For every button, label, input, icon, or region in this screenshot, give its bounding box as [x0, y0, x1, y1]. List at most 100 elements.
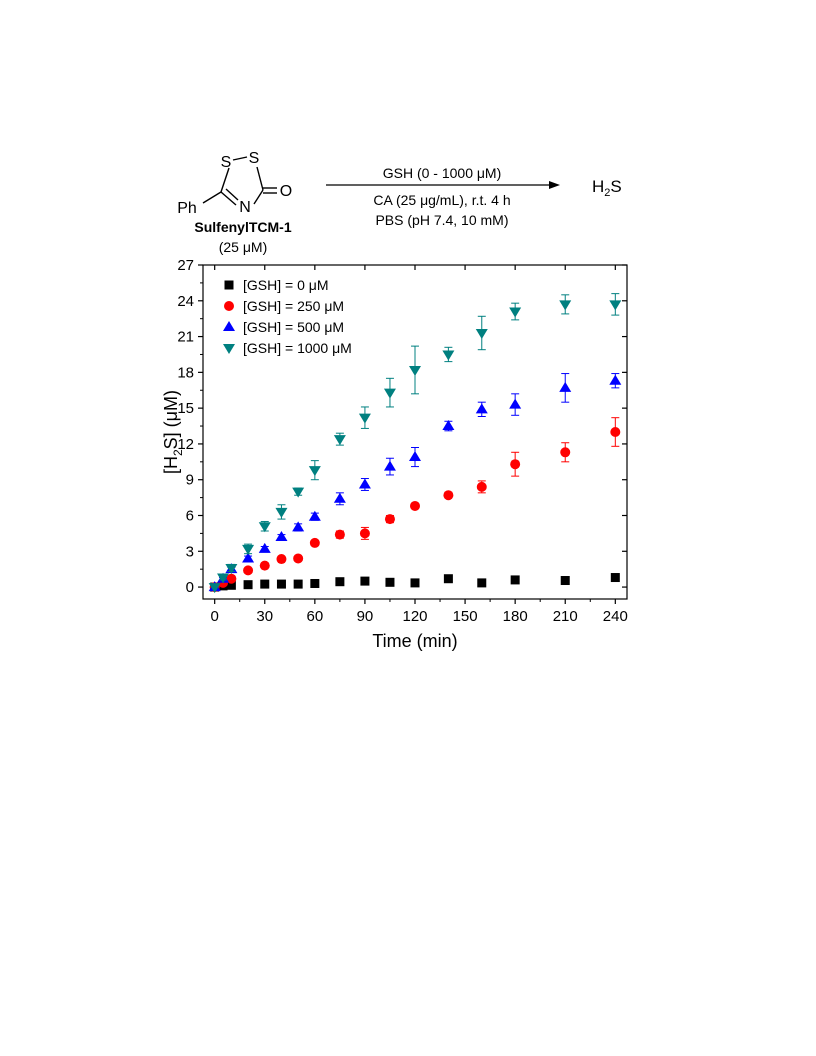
condition-reagent: GSH (0 - 1000 μM): [383, 165, 502, 181]
data-point: [360, 576, 370, 586]
series-layer: [208, 293, 622, 594]
y-tick-label: 24: [177, 293, 194, 310]
y-axis-ticks: 0 3 6 9 12 15 18 21 24 27: [177, 257, 627, 596]
data-point: [293, 579, 303, 589]
y-tick-label: 3: [186, 543, 194, 560]
y-tick-label: 9: [186, 472, 194, 489]
data-point: [510, 575, 520, 585]
legend-label: [GSH] = 250 μM: [243, 298, 344, 314]
data-point: [308, 466, 321, 477]
data-point: [275, 507, 288, 518]
data-point: [293, 553, 304, 564]
legend: [GSH] = 0 μM [GSH] = 250 μM [GSH] = 500 μM…: [223, 277, 352, 356]
data-point: [609, 300, 622, 311]
phenyl-label: Ph: [177, 200, 197, 217]
data-point: [243, 565, 254, 576]
data-point: [259, 560, 270, 571]
compound-concentration: (25 μM): [219, 239, 268, 255]
legend-marker: [223, 321, 235, 331]
condition-buffer: PBS (pH 7.4, 10 mM): [375, 212, 508, 228]
data-point: [310, 578, 320, 588]
legend-label: [GSH] = 500 μM: [243, 319, 344, 335]
x-tick-label: 30: [256, 608, 273, 625]
y-axis-title: [H2S] (μM): [161, 390, 185, 474]
product-label: H2S: [592, 177, 622, 199]
reaction-scheme: S S N O Ph SulfenylTCM-1 (25 μM) GSH (0 …: [177, 150, 622, 255]
bond-s1-c3: [220, 167, 230, 193]
data-point: [333, 492, 346, 503]
data-point: [292, 487, 305, 498]
data-point: [242, 552, 255, 563]
data-point: [383, 460, 396, 471]
y-tick-label: 0: [186, 579, 194, 596]
data-point: [226, 573, 237, 584]
y-tick-label: 6: [186, 508, 194, 525]
y-tick-label: 15: [177, 400, 194, 417]
data-point: [443, 490, 454, 501]
data-point: [333, 435, 346, 446]
atom-n: N: [239, 199, 251, 216]
data-point: [560, 447, 571, 458]
bond-c3-ph: [202, 191, 222, 204]
data-point: [442, 420, 455, 431]
x-tick-label: 60: [306, 608, 323, 625]
data-point: [243, 580, 253, 590]
data-point: [359, 528, 370, 539]
data-point: [610, 573, 620, 583]
x-tick-label: 180: [503, 608, 528, 625]
data-point: [384, 514, 395, 525]
data-point: [358, 478, 371, 489]
data-point: [309, 537, 320, 548]
reaction-arrowhead: [549, 181, 560, 189]
data-point: [226, 580, 236, 590]
data-point: [208, 583, 221, 594]
series-1: [209, 417, 621, 593]
data-point: [559, 300, 572, 311]
data-point: [409, 451, 421, 462]
data-point: [560, 576, 570, 586]
data-point: [260, 579, 270, 589]
series-0: [210, 573, 620, 592]
data-point: [442, 350, 455, 361]
data-point: [292, 521, 305, 532]
data-point: [509, 398, 522, 409]
data-point: [242, 544, 255, 555]
data-point: [610, 427, 621, 437]
legend-label: [GSH] = 0 μM: [243, 277, 328, 293]
x-tick-label: 120: [402, 608, 427, 625]
x-tick-label: 0: [211, 608, 219, 625]
data-point: [258, 542, 271, 553]
data-point: [443, 574, 453, 584]
atom-o: O: [280, 183, 292, 200]
data-point: [358, 413, 371, 424]
molecule-structure: [202, 156, 277, 206]
x-tick-label: 150: [453, 608, 478, 625]
data-point: [475, 403, 488, 414]
chart: 0 30 60 90 120 150 180 210 240 0369121518212427 …: [161, 257, 628, 651]
y-tick-label: 27: [177, 257, 194, 274]
bond-c5-s2: [256, 166, 264, 191]
data-point: [410, 578, 420, 588]
data-point: [510, 459, 521, 470]
x-tick-label: 240: [603, 608, 628, 625]
data-point: [258, 522, 271, 533]
y-tick-label: 21: [177, 329, 194, 346]
bond-n-c5: [253, 189, 264, 205]
legend-label: [GSH] = 1000 μM: [243, 340, 352, 356]
legend-marker: [224, 280, 234, 290]
data-point: [509, 307, 522, 318]
compound-name: SulfenylTCM-1: [194, 219, 291, 235]
data-point: [476, 481, 487, 492]
legend-marker: [223, 344, 235, 354]
x-tick-label: 90: [357, 608, 374, 625]
data-point: [410, 500, 420, 511]
x-axis-ticks: 0 30 60 90 120 150 180 210 240: [211, 265, 628, 625]
data-point: [276, 554, 287, 565]
y-tick-label: 18: [177, 364, 194, 381]
data-point: [409, 365, 421, 376]
data-point: [559, 381, 572, 392]
bond-c3-n-double: [225, 188, 239, 201]
legend-marker: [224, 301, 234, 311]
data-point: [477, 578, 487, 588]
